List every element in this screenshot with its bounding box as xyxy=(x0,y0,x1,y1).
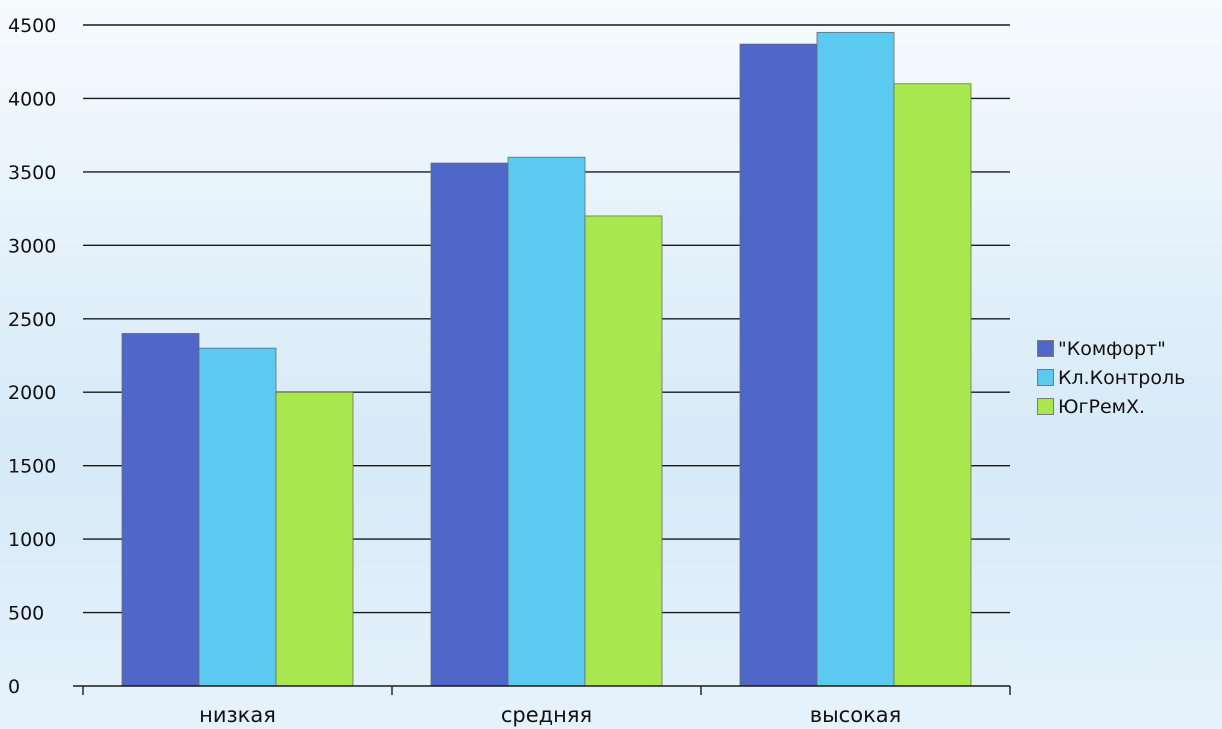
y-tick-label: 1500 xyxy=(8,456,56,478)
x-tick-label: средняя xyxy=(501,703,592,727)
legend-swatch xyxy=(1037,369,1054,386)
legend-item-kl-kontrol: Кл.Контроль xyxy=(1037,363,1185,392)
bar xyxy=(584,215,663,687)
legend-item-yugremh: ЮгРемХ. xyxy=(1037,392,1185,421)
bar xyxy=(121,333,200,687)
bar xyxy=(507,156,586,687)
y-tick-label: 2500 xyxy=(8,309,56,331)
y-tick-label: 500 xyxy=(8,603,44,625)
bar xyxy=(430,162,509,687)
bar xyxy=(198,347,277,687)
x-axis-category-labels: низкая средняя высокая xyxy=(199,703,901,727)
bar xyxy=(816,31,895,687)
x-tick-label: низкая xyxy=(199,703,276,727)
y-tick-label: 2000 xyxy=(8,382,56,404)
bar xyxy=(739,43,818,687)
y-tick-label: 3000 xyxy=(8,235,56,257)
y-tick-label: 4500 xyxy=(8,15,56,37)
y-tick-label: 1000 xyxy=(8,529,56,551)
legend-swatch xyxy=(1037,340,1054,357)
legend-label: Кл.Контроль xyxy=(1058,366,1186,389)
legend-swatch xyxy=(1037,398,1054,415)
axes xyxy=(73,685,1011,695)
y-tick-label: 3500 xyxy=(8,162,56,184)
y-tick-label: 4000 xyxy=(8,88,56,110)
bar xyxy=(893,83,972,687)
legend-label: "Комфорт" xyxy=(1058,337,1166,360)
x-tick-label: высокая xyxy=(810,703,902,727)
y-axis-tick-labels: 0 500 1000 1500 2000 2500 3000 3500 4000 4500 xyxy=(8,15,56,698)
y-tick-label: 0 xyxy=(8,676,20,698)
legend-item-komfort: "Комфорт" xyxy=(1037,334,1185,363)
bars xyxy=(121,31,972,687)
legend-label: ЮгРемХ. xyxy=(1058,395,1146,418)
bar xyxy=(275,391,354,687)
legend: "Комфорт" Кл.Контроль ЮгРемХ. xyxy=(1037,334,1185,421)
